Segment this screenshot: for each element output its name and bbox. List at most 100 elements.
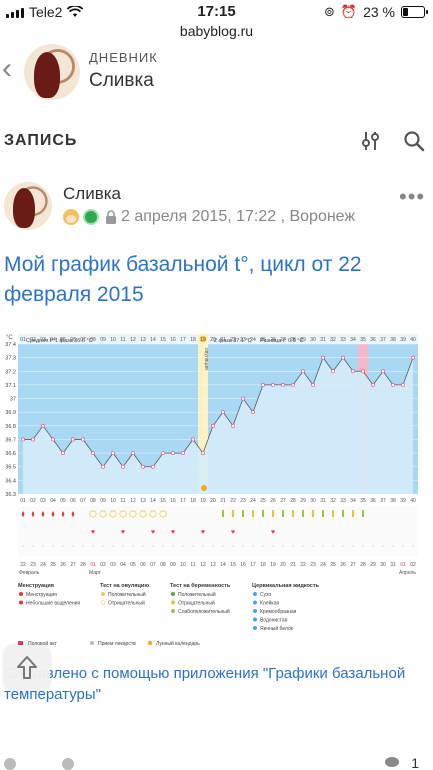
y-tick-label: 37.4 [5, 342, 16, 348]
browser-url[interactable]: babyblog.ru [179, 23, 254, 39]
y-tick-label: 36.6 [5, 451, 16, 457]
date-label: 02 [410, 562, 416, 568]
empty-cell-dot [202, 545, 204, 547]
day-label: 02 [30, 498, 36, 504]
day-label-top: 10 [110, 337, 116, 343]
alarm-icon: ⏰ [340, 4, 358, 19]
ovulation-test-negative [119, 510, 127, 518]
day-label: 35 [360, 498, 366, 504]
empty-cell-dot [192, 545, 194, 547]
blog-avatar[interactable] [24, 44, 80, 100]
temperature-point [231, 423, 235, 428]
blog-name[interactable]: Сливка [89, 70, 154, 91]
y-tick-label: 36.7 [5, 437, 16, 443]
pregnancy-test-mark [232, 510, 234, 517]
day-label: 29 [300, 498, 306, 504]
legend-item: Менструация [26, 592, 57, 598]
scroll-up-button[interactable] [4, 645, 50, 691]
pregnancy-test-mark [352, 510, 354, 517]
temperature-point [171, 451, 175, 455]
empty-cell-dot [252, 545, 254, 547]
date-label: 31 [390, 562, 396, 568]
date-label: 17 [250, 562, 256, 568]
menstruation-drop [51, 511, 55, 517]
empty-cell-dot [92, 545, 94, 547]
temperature-point [81, 437, 85, 442]
temperature-point [381, 369, 385, 374]
more-options-icon[interactable]: ••• [399, 184, 426, 209]
day-label: 27 [280, 498, 286, 504]
temperature-point [291, 383, 295, 387]
status-icons: ⊚ ⏰ 23 % [323, 4, 428, 20]
date-label: 14 [220, 562, 226, 568]
legend-marker [19, 600, 23, 605]
author-name[interactable]: Сливка [63, 184, 121, 203]
legend-medicine-marker [90, 641, 94, 645]
intercourse-heart: ♥ [171, 529, 175, 536]
post-meta: 2 апреля 2015, 17:22 , Воронеж [63, 208, 355, 226]
comment-icon[interactable] [62, 758, 74, 770]
day-label: 15 [160, 498, 166, 504]
day-label-top: 09 [100, 337, 106, 343]
back-chevron-icon[interactable]: ‹ [2, 52, 12, 85]
pregnancy-test-mark [242, 510, 244, 517]
date-label: 19 [270, 562, 276, 568]
post-caption[interactable]: Составлено с помощью приложения "Графики… [4, 665, 406, 703]
like-icon[interactable] [4, 758, 16, 770]
legend-marker [253, 600, 257, 605]
temperature-line [23, 356, 414, 468]
date-label: 18 [260, 562, 266, 568]
pregnancy-test-mark [292, 510, 294, 517]
legend-marker [253, 592, 257, 596]
temperature-point [371, 383, 375, 387]
lock-icon [106, 210, 116, 224]
date-label: 13 [210, 562, 216, 568]
menstruation-drop [41, 511, 45, 517]
day-label: 07 [80, 498, 86, 504]
date-label: 24 [320, 562, 326, 568]
date-label: 26 [60, 562, 66, 568]
date-label: 10 [180, 562, 186, 568]
search-icon[interactable] [403, 130, 425, 152]
signal-icon [6, 7, 24, 18]
temperature-point [141, 464, 145, 469]
day-label: 10 [110, 498, 116, 504]
ovulation-test-negative [109, 510, 117, 518]
battery-level [403, 8, 408, 16]
day-label-top: 23 [240, 337, 246, 343]
day-label: 18 [190, 498, 196, 504]
day-label: 11 [120, 498, 125, 504]
day-label: 01 [20, 498, 26, 504]
temperature-point [101, 464, 105, 469]
author-avatar[interactable] [4, 182, 52, 230]
empty-cell-dot [382, 545, 384, 547]
arrow-up-icon [17, 656, 37, 679]
temperature-point [71, 437, 75, 442]
rotation-lock-icon: ⊚ [323, 4, 335, 19]
date-label: 24 [40, 562, 46, 568]
day-label: 09 [100, 498, 106, 504]
day-label: 37 [380, 498, 386, 504]
ovulation-test-negative [99, 510, 107, 518]
intercourse-heart: ♥ [91, 529, 95, 536]
date-label: 16 [240, 562, 246, 568]
legend-title: Менструация [18, 583, 54, 589]
temperature-point [331, 369, 335, 374]
menstruation-drop [61, 511, 65, 517]
date-label: 12 [200, 562, 206, 568]
day-label: 20 [210, 498, 216, 504]
filter-icon[interactable] [360, 130, 382, 152]
empty-cell-dot [32, 545, 34, 547]
intercourse-heart: ♥ [151, 529, 155, 536]
day-label-top: 38 [390, 337, 396, 343]
phase1-average: Средняя t° 1 фаза 36.6 °C [26, 338, 93, 344]
legend-marker [253, 609, 257, 613]
y-tick-label: 36.3 [5, 492, 16, 498]
section-bar: ЗАПИСЬ [0, 122, 433, 162]
day-label: 14 [150, 498, 156, 504]
date-label: 11 [190, 562, 195, 568]
legend-item: Отрицательный [178, 600, 215, 607]
temperature-point [321, 355, 325, 360]
blog-kicker: ДНЕВНИК [89, 50, 158, 65]
temperature-point [271, 383, 275, 387]
